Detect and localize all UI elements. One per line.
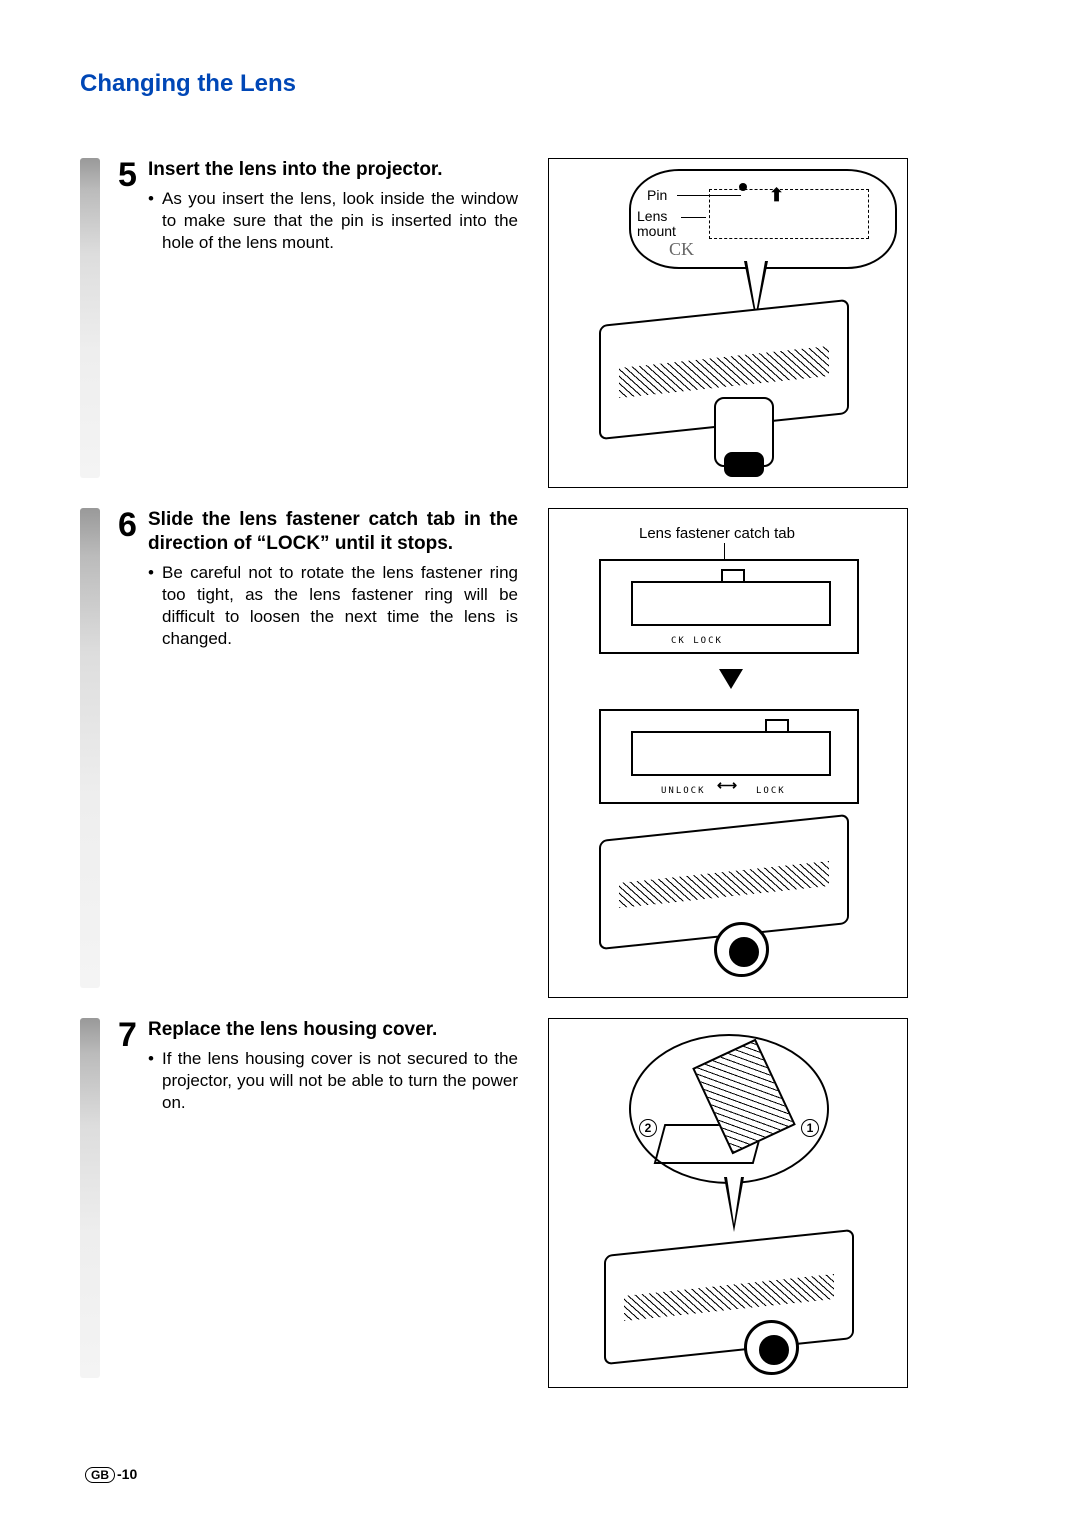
page-title: Changing the Lens (80, 70, 1000, 98)
step-heading: Insert the lens into the projector. (148, 158, 518, 182)
figure-step-6: Lens fastener catch tab CK LOCK ⟷ UNLOCK… (548, 508, 908, 998)
label-lens-mount: Lens mount (637, 209, 676, 240)
step-5: 5 Insert the lens into the projector. As… (80, 158, 1000, 488)
circled-number-2: 2 (639, 1119, 657, 1137)
step-bullet: As you insert the lens, look inside the … (148, 188, 518, 254)
step-bullet: Be careful not to rotate the lens fasten… (148, 562, 518, 650)
step-bar (80, 508, 100, 988)
double-arrow-icon: ⟷ (717, 777, 737, 794)
label-pin: Pin (647, 187, 667, 203)
step-bar (80, 158, 100, 478)
page-footer: GB-10 (85, 1466, 137, 1483)
step-heading: Replace the lens housing cover. (148, 1018, 518, 1042)
figure-step-5: ⬆ Pin Lens mount CK (548, 158, 908, 488)
step-7: 7 Replace the lens housing cover. If the… (80, 1018, 1000, 1388)
step-6: 6 Slide the lens fastener catch tab in t… (80, 508, 1000, 998)
step-bar (80, 1018, 100, 1378)
step-number: 6 (118, 508, 148, 542)
step-bullet: If the lens housing cover is not secured… (148, 1048, 518, 1114)
step-number: 5 (118, 158, 148, 192)
label-catch-tab: Lens fastener catch tab (639, 525, 795, 542)
label-panel1-marks: CK LOCK (671, 636, 723, 646)
label-ck: CK (669, 239, 694, 260)
region-badge: GB (85, 1467, 115, 1483)
page-number: -10 (117, 1466, 137, 1482)
step-heading: Slide the lens fastener catch tab in the… (148, 508, 518, 556)
up-arrow-icon: ⬆ (769, 185, 784, 206)
down-arrow-icon (719, 669, 743, 689)
label-lock: LOCK (756, 786, 786, 796)
circled-number-1: 1 (801, 1119, 819, 1137)
step-number: 7 (118, 1018, 148, 1052)
label-unlock: UNLOCK (661, 786, 706, 796)
figure-step-7: 2 1 (548, 1018, 908, 1388)
